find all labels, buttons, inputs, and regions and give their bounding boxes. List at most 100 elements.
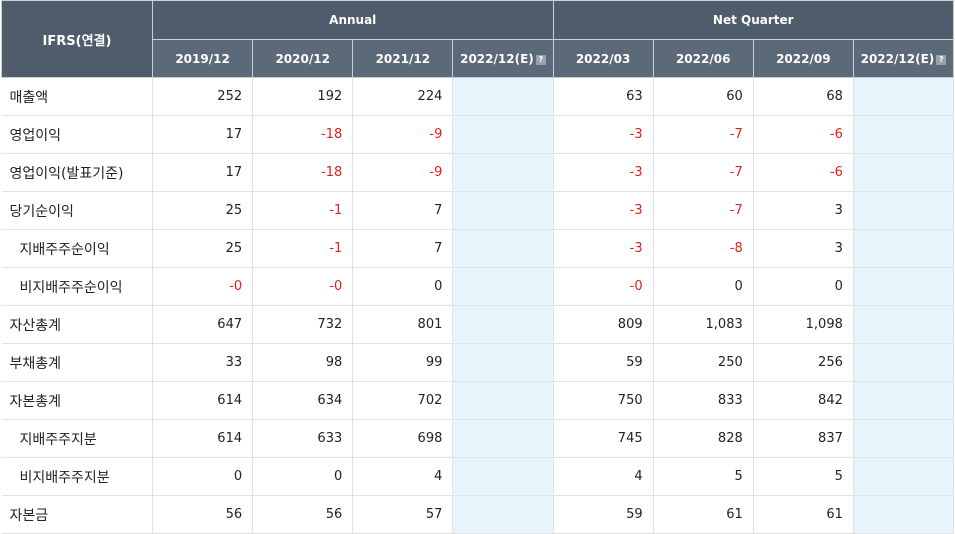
value-cell	[853, 381, 955, 420]
value-cell: 0	[653, 267, 754, 306]
value-cell: -7	[653, 115, 754, 154]
period-header-annual-2: 2021/12	[352, 39, 454, 78]
value-cell: 59	[553, 343, 654, 382]
header-row-groups: IFRS(연결) Annual Net Quarter	[1, 0, 954, 78]
value-cell: 1,083	[653, 305, 754, 344]
value-cell: 3	[753, 229, 854, 268]
value-cell: 732	[252, 305, 354, 344]
value-cell: 698	[352, 419, 454, 458]
value-cell: -18	[252, 153, 354, 192]
value-cell: 7	[352, 191, 454, 230]
value-cell: 61	[753, 495, 854, 534]
table-row: 지배주주순이익 25 -1 7 -3 -8 3	[1, 229, 955, 268]
table-row: 영업이익 17 -18 -9 -3 -7 -6	[1, 115, 955, 154]
value-cell: 647	[152, 305, 254, 344]
period-header-annual-3: 2022/12(E)?	[452, 39, 554, 78]
value-cell: 809	[553, 305, 654, 344]
value-cell: -1	[252, 191, 354, 230]
period-label: 2022/12(E)	[860, 51, 935, 66]
value-cell: 828	[653, 419, 754, 458]
value-cell: 0	[152, 457, 254, 496]
value-cell: 98	[252, 343, 354, 382]
period-label: 2022/03	[575, 51, 631, 66]
header-row-periods: 2019/12 2020/12 2021/12 2022/12(E)? 2022/03 2…	[2, 39, 955, 78]
table-row: 자본총계 614 634 702 750 833 842	[1, 381, 955, 420]
row-label: 부채총계	[1, 343, 153, 382]
period-header-annual-1: 2020/12	[252, 39, 354, 78]
value-cell: -9	[352, 153, 454, 192]
value-cell: 842	[753, 381, 854, 420]
value-cell: 702	[352, 381, 454, 420]
value-cell: 4	[553, 457, 654, 496]
value-cell: 57	[352, 495, 454, 534]
row-label: 지배주주순이익	[1, 229, 153, 268]
period-header-quarter-2: 2022/09	[752, 39, 854, 78]
table-row: 부채총계 33 98 99 59 250 256	[1, 343, 955, 382]
value-cell: 60	[653, 77, 754, 116]
value-cell	[452, 381, 554, 420]
value-cell: 68	[753, 77, 854, 116]
value-cell	[853, 115, 955, 154]
value-cell: -3	[553, 153, 654, 192]
row-label: 자산총계	[1, 305, 153, 344]
table-row: 지배주주지분 614 633 698 745 828 837	[1, 419, 955, 458]
row-label: 자본총계	[1, 381, 153, 420]
value-cell: -1	[252, 229, 354, 268]
quarter-group-header: Net Quarter	[552, 0, 954, 40]
value-cell: 0	[753, 267, 854, 306]
value-cell: 250	[653, 343, 754, 382]
value-cell	[853, 153, 955, 192]
period-header-quarter-0: 2022/03	[552, 39, 654, 78]
value-cell: -8	[653, 229, 754, 268]
value-cell: 99	[352, 343, 454, 382]
row-label: 지배주주지분	[1, 419, 153, 458]
value-cell	[853, 267, 955, 306]
value-cell: 614	[152, 419, 254, 458]
value-cell: 801	[352, 305, 454, 344]
value-cell	[853, 343, 955, 382]
value-cell: 0	[352, 267, 454, 306]
value-cell: -0	[152, 267, 254, 306]
value-cell: 750	[553, 381, 654, 420]
row-label: 매출액	[1, 77, 153, 116]
value-cell: 4	[352, 457, 454, 496]
value-cell: -3	[553, 229, 654, 268]
value-cell: -7	[653, 153, 754, 192]
period-header-quarter-3: 2022/12(E)?	[852, 39, 955, 78]
value-cell: 745	[553, 419, 654, 458]
table-row: 자본금 56 56 57 59 61 61	[1, 495, 955, 534]
value-cell	[853, 419, 955, 458]
value-cell: 5	[753, 457, 854, 496]
table-row: 당기순이익 25 -1 7 -3 -7 3	[1, 191, 955, 230]
value-cell	[452, 77, 554, 116]
value-cell	[853, 495, 955, 534]
table-row: 비지배주주순이익 -0 -0 0 -0 0 0	[1, 267, 955, 306]
value-cell: 633	[252, 419, 354, 458]
period-label: 2020/12	[275, 51, 330, 66]
period-label: 2022/09	[776, 51, 831, 66]
value-cell: 59	[553, 495, 654, 534]
help-icon[interactable]: ?	[936, 54, 947, 65]
value-cell: 634	[252, 381, 354, 420]
value-cell: 614	[152, 381, 254, 420]
corner-label: IFRS(연결)	[1, 0, 153, 78]
value-cell	[452, 457, 554, 496]
value-cell	[452, 115, 554, 154]
value-cell: 256	[753, 343, 854, 382]
value-cell: 252	[152, 77, 254, 116]
value-cell	[452, 229, 554, 268]
period-label: 2019/12	[175, 51, 230, 66]
period-label: 2021/12	[375, 51, 431, 66]
value-cell: -6	[753, 153, 854, 192]
value-cell: 192	[252, 77, 354, 116]
period-header-quarter-1: 2022/06	[652, 39, 754, 78]
value-cell: 5	[653, 457, 754, 496]
value-cell	[452, 495, 554, 534]
row-label: 당기순이익	[1, 191, 153, 230]
period-header-annual-0: 2019/12	[151, 39, 254, 78]
value-cell: 224	[352, 77, 454, 116]
value-cell: 1,098	[753, 305, 854, 344]
help-icon[interactable]: ?	[535, 54, 546, 65]
value-cell	[853, 457, 955, 496]
